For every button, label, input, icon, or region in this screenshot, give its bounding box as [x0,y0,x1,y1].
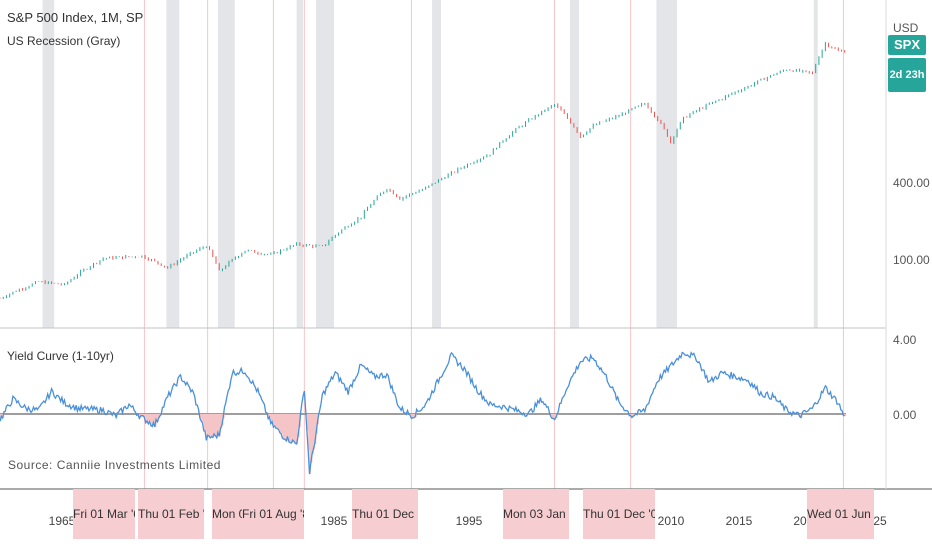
symbol-badge[interactable]: SPX [888,35,926,55]
recession-band [217,0,235,328]
currency-label: USD [893,21,919,35]
source-watermark: Source: Canniie Investments Limited [8,458,221,472]
recession-legend: US Recession (Gray) [7,34,121,48]
inversion-area [0,414,847,475]
date-tag-1980: Fri 01 Aug '80 [242,489,304,539]
year-label-1965: 1965 [48,514,76,528]
date-tag-1973: Thu 01 Feb '73 [138,489,204,539]
date-tag-2005: Thu 01 Dec '05 [583,489,655,539]
chart-title: S&P 500 Index, 1M, SP [7,10,144,25]
year-label-2010: 2010 [657,514,685,528]
date-tag-1968: Fri 01 Mar '68 [73,489,135,539]
date-tag-2000: Mon 03 Jan '00 [503,489,569,539]
date-tag-mon: Mon 0 [212,489,242,539]
yield-curve-line [0,351,845,475]
recession-band [570,0,580,328]
recession-band [166,0,180,328]
recession-band [432,0,442,328]
date-tag-2022: Wed 01 Jun '22 [807,489,874,539]
year-label-1985: 1985 [320,514,348,528]
year-label-1995: 1995 [455,514,483,528]
date-tag-1988: Thu 01 Dec '88 [352,489,418,539]
spx-candles [0,42,846,299]
recession-band [315,0,335,328]
yield-pane-title: Yield Curve (1-10yr) [7,349,114,363]
price-tick-100: 100.00 [893,253,930,267]
year-label-2015: 2015 [725,514,753,528]
inversion-crossing-lines [143,0,844,489]
yield-tick-0: 0.00 [893,408,917,422]
recession-bands [42,0,818,328]
recession-band [296,0,304,328]
price-tick-400: 400.00 [893,176,930,190]
year-label-25: 25 [873,514,887,528]
recession-band [42,0,55,328]
countdown-badge: 2d 23h [888,58,926,92]
yield-tick-4: 4.00 [893,333,917,347]
recession-band [656,0,678,328]
year-label-20: 20 [793,514,807,528]
recession-band [813,0,818,328]
